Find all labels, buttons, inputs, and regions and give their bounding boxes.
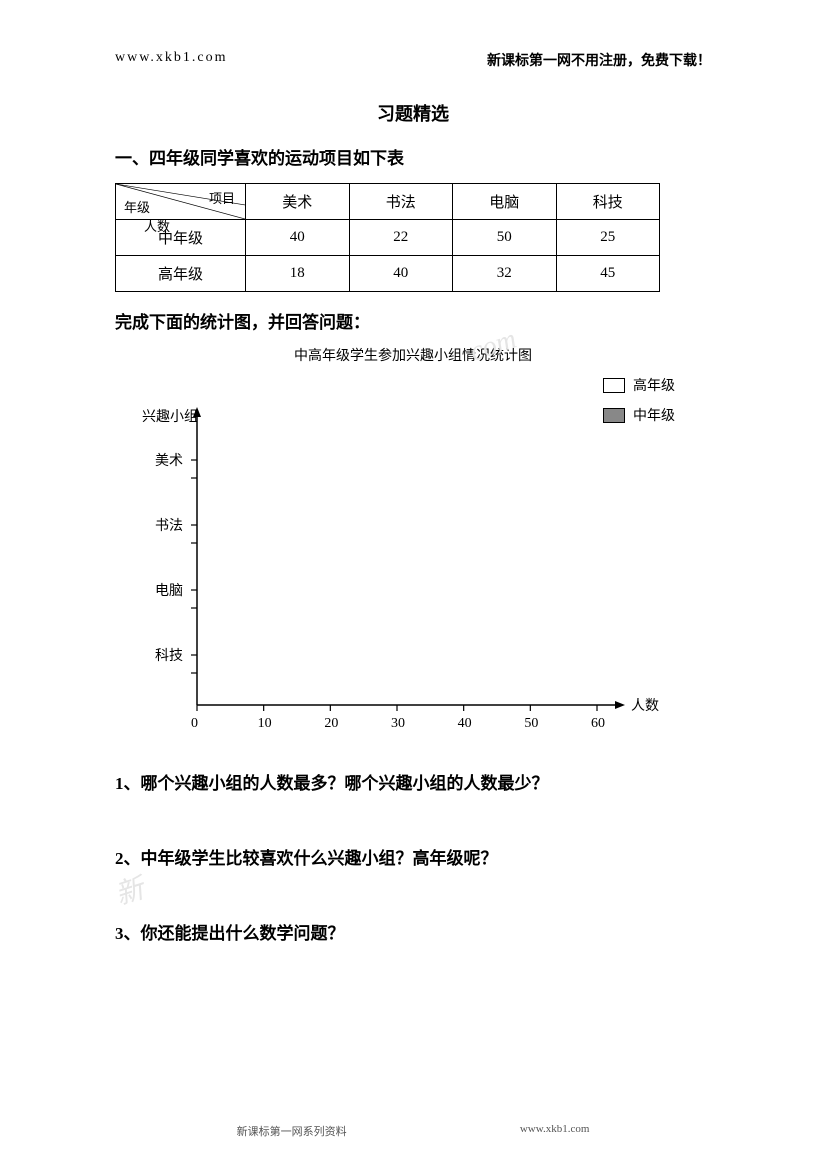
diagonal-header-cell: 项目 人数 年级: [116, 184, 246, 220]
diag-label-top: 项目: [209, 188, 235, 207]
header-url: www.xkb1.com: [115, 50, 228, 70]
svg-text:50: 50: [524, 716, 538, 731]
table-cell: 18: [246, 256, 350, 292]
page-footer: 新课标第一网系列资料 www.xkb1.com: [0, 1123, 826, 1139]
svg-text:60: 60: [591, 716, 605, 731]
footer-right: www.xkb1.com: [520, 1123, 590, 1139]
svg-text:兴趣小组: 兴趣小组: [142, 409, 198, 425]
header-tagline: 新课标第一网不用注册，免费下载！: [487, 50, 711, 70]
table-cell: 50: [453, 220, 557, 256]
svg-text:电脑: 电脑: [155, 583, 183, 599]
svg-text:书法: 书法: [155, 518, 183, 534]
page-title: 习题精选: [115, 100, 711, 126]
col-header: 书法: [349, 184, 453, 220]
table-row: 高年级 18 40 32 45: [116, 256, 660, 292]
table-cell: 45: [556, 256, 660, 292]
legend-swatch-mid: [603, 408, 625, 423]
table-cell: 40: [246, 220, 350, 256]
table-cell: 22: [349, 220, 453, 256]
data-table: 项目 人数 年级 美术 书法 电脑 科技 中年级 40 22 50 25 高年级…: [115, 183, 660, 292]
table-row: 中年级 40 22 50 25: [116, 220, 660, 256]
col-header: 科技: [556, 184, 660, 220]
diag-label-mid: 人数: [144, 216, 170, 235]
col-header: 电脑: [453, 184, 557, 220]
svg-text:人数: 人数: [631, 698, 659, 714]
col-header: 美术: [246, 184, 350, 220]
svg-text:美术: 美术: [155, 453, 183, 469]
legend-label: 高年级: [633, 375, 675, 395]
table-header-row: 项目 人数 年级 美术 书法 电脑 科技: [116, 184, 660, 220]
page-header: www.xkb1.com 新课标第一网不用注册，免费下载！: [115, 50, 711, 70]
legend-swatch-high: [603, 378, 625, 393]
table-cell: 25: [556, 220, 660, 256]
svg-text:科技: 科技: [155, 648, 183, 664]
footer-left: 新课标第一网系列资料: [237, 1123, 347, 1139]
question-3: 3、你还能提出什么数学问题？: [115, 919, 711, 944]
question-2: 2、中年级学生比较喜欢什么兴趣小组？高年级呢？: [115, 844, 711, 869]
bar-chart: 高年级 中年级 兴趣小组人数 科技 电脑 书法 美术 0 10 20 30 40 50 60: [115, 375, 715, 755]
chart-title: 中高年级学生参加兴趣小组情况统计图: [115, 345, 711, 365]
watermark-xin: 新: [110, 867, 149, 914]
table-cell: 32: [453, 256, 557, 292]
svg-text:0: 0: [191, 716, 198, 731]
svg-text:10: 10: [258, 716, 272, 731]
chart-legend: 高年级 中年级: [603, 375, 675, 435]
legend-item: 高年级: [603, 375, 675, 395]
table-cell: 40: [349, 256, 453, 292]
stat-prompt: 完成下面的统计图，并回答问题：: [115, 308, 711, 333]
legend-label: 中年级: [633, 405, 675, 425]
diag-label-bottom: 年级: [124, 197, 150, 216]
question-1: 1、哪个兴趣小组的人数最多？哪个兴趣小组的人数最少？: [115, 769, 711, 794]
section1-heading: 一、四年级同学喜欢的运动项目如下表: [115, 144, 711, 169]
row-label: 高年级: [116, 256, 246, 292]
svg-text:20: 20: [324, 716, 338, 731]
legend-item: 中年级: [603, 405, 675, 425]
row-label: 中年级: [116, 220, 246, 256]
svg-text:40: 40: [458, 716, 472, 731]
svg-text:30: 30: [391, 716, 405, 731]
